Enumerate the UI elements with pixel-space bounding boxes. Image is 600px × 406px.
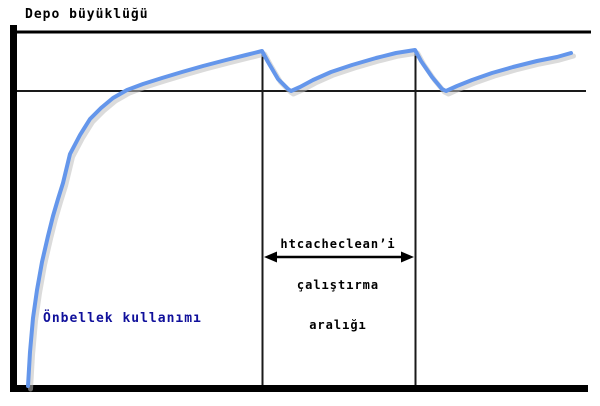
cache-usage-curve: [26, 48, 573, 388]
interval-label-line2: çalıştırma: [296, 277, 380, 292]
interval-label-line1: htcacheclean’i: [280, 237, 396, 251]
interval-label-line3: aralığı: [309, 318, 367, 332]
cache-usage-label: Önbellek kullanımı: [43, 311, 202, 326]
interval-arrow: [264, 251, 414, 263]
y-axis-title: Depo büyüklüğü: [25, 7, 149, 22]
interval-arrow-right-head: [401, 251, 414, 263]
x-axis: [10, 385, 588, 392]
y-axis: [10, 25, 17, 392]
interval-arrow-left-head: [264, 251, 277, 263]
interval-label: htcacheclean’i çalıştırma aralığı: [257, 211, 419, 360]
